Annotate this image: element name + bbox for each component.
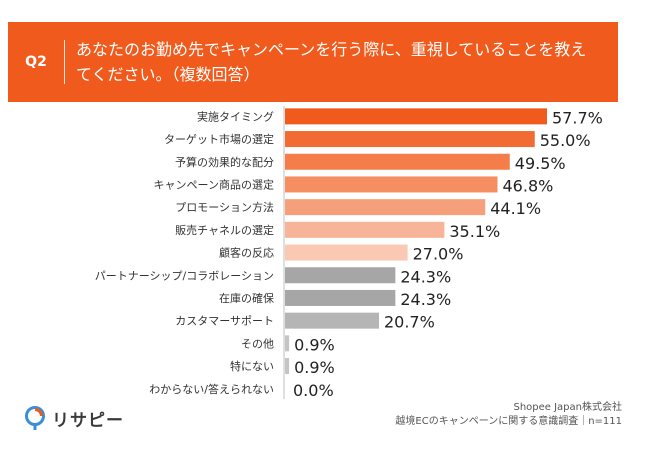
category-label: キャンペーン商品の選定: [154, 177, 274, 191]
category-label: その他: [241, 337, 274, 350]
source-company: Shopee Japan株式会社: [513, 402, 622, 413]
value-label: 44.1%: [490, 199, 541, 218]
brand-logo: リサピー: [22, 405, 124, 431]
bar: [285, 131, 535, 148]
question-label: Q2: [25, 54, 47, 70]
bar: [285, 358, 290, 375]
category-label: 予算の効果的な配分: [175, 155, 274, 169]
question-header: Q2 あなたのお勤め先でキャンペーンを行う際に、重視していることを教えてください…: [8, 22, 618, 102]
category-label: わからない/答えられない: [149, 382, 274, 396]
value-label: 49.5%: [515, 154, 566, 173]
category-label: ターゲット市場の選定: [164, 132, 274, 146]
logo-text: リサピー: [52, 410, 124, 431]
bar: [285, 244, 408, 261]
bar: [285, 176, 498, 193]
bar: [285, 289, 396, 306]
value-label: 0.0%: [293, 381, 334, 400]
category-label: カスタマーサポート: [175, 315, 274, 328]
category-label: パートナーシップ/コラボレーション: [95, 269, 274, 282]
source-survey: 越境ECのキャンペーンに関する意識調査｜n=111: [395, 416, 622, 427]
category-label: プロモーション方法: [175, 200, 274, 214]
research-logo-icon: [25, 406, 45, 430]
value-label: 24.3%: [400, 267, 451, 286]
value-label: 0.9%: [294, 335, 335, 354]
question-text: あなたのお勤め先でキャンペーンを行う際に、重視していることを教えてください。（複…: [76, 40, 587, 84]
bar: [285, 312, 379, 329]
category-label: 販売チャネルの選定: [175, 223, 274, 237]
value-label: 55.0%: [540, 131, 591, 150]
question-divider: [64, 40, 65, 84]
category-label: 顧客の反応: [219, 246, 274, 260]
value-label: 27.0%: [413, 245, 464, 264]
value-label: 57.7%: [552, 108, 603, 127]
value-label: 35.1%: [449, 222, 500, 241]
bar: [285, 108, 547, 125]
value-label: 46.8%: [503, 176, 554, 195]
value-label: 24.3%: [400, 290, 451, 309]
bar: [285, 153, 510, 170]
category-label: 特にない: [230, 359, 274, 373]
category-label: 実施タイミング: [197, 109, 274, 123]
bar: [285, 267, 396, 284]
bar: [285, 199, 486, 216]
bar: [285, 335, 290, 352]
bar: [285, 221, 445, 238]
category-label: 在庫の確保: [219, 291, 274, 305]
value-label: 0.9%: [294, 358, 335, 377]
value-label: 20.7%: [384, 313, 435, 332]
source-note: Shopee Japan株式会社 越境ECのキャンペーンに関する意識調査｜n=1…: [395, 401, 622, 429]
